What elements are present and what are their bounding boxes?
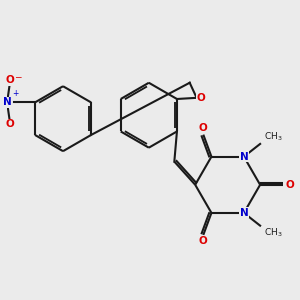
Text: O: O xyxy=(199,236,208,246)
Text: CH$_3$: CH$_3$ xyxy=(264,227,282,239)
Text: N: N xyxy=(3,98,11,107)
Text: N: N xyxy=(239,152,248,162)
Text: O: O xyxy=(199,123,208,133)
Text: −: − xyxy=(14,73,22,82)
Text: O: O xyxy=(5,75,14,85)
Text: O: O xyxy=(285,180,294,190)
Text: O: O xyxy=(5,119,14,130)
Text: O: O xyxy=(197,93,206,103)
Text: +: + xyxy=(12,89,18,98)
Text: CH$_3$: CH$_3$ xyxy=(264,130,282,143)
Text: N: N xyxy=(239,208,248,218)
